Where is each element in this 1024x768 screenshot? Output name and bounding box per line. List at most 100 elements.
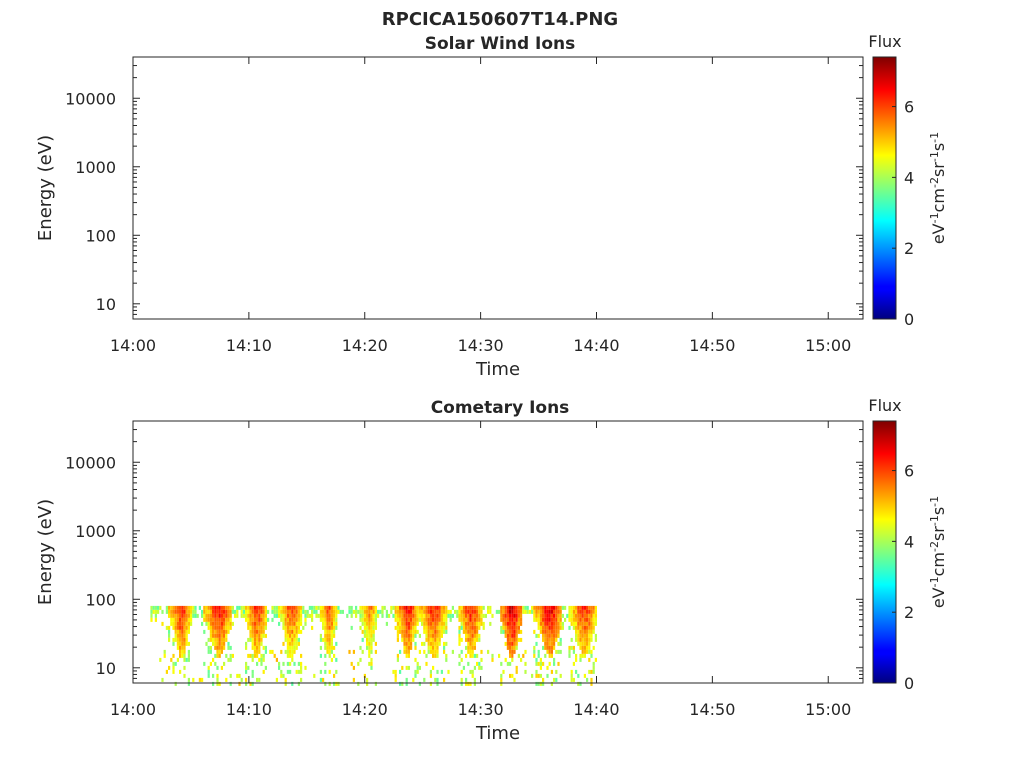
heatmap-cell: [372, 633, 375, 638]
heatmap-cell: [535, 641, 538, 646]
x-tick-label: 15:00: [805, 336, 851, 355]
heatmap-cell: [462, 629, 465, 634]
heatmap-cell: [583, 641, 586, 646]
heatmap-cell: [473, 605, 476, 610]
heatmap-cell: [220, 637, 223, 642]
heatmap-cell: [286, 621, 289, 626]
heatmap-cell: [282, 617, 285, 622]
heatmap-cell: [427, 609, 430, 614]
heatmap-cell: [511, 657, 514, 662]
heatmap-cell: [324, 637, 327, 642]
heatmap-cell: [401, 665, 404, 670]
heatmap-cell: [524, 669, 527, 674]
heatmap-cell: [478, 621, 481, 626]
heatmap-cell: [216, 673, 219, 678]
heatmap-cell: [183, 649, 186, 654]
heatmap-cell: [544, 609, 547, 614]
heatmap-cell: [324, 661, 327, 666]
heatmap-cell: [480, 665, 483, 670]
heatmap-cell: [511, 621, 514, 626]
heatmap-cell: [291, 657, 294, 662]
heatmap-cell: [423, 625, 426, 630]
heatmap-cell: [546, 625, 549, 630]
heatmap-cell: [335, 605, 338, 610]
heatmap-cell: [588, 637, 591, 642]
heatmap-cell: [418, 649, 421, 654]
heatmap-cell: [509, 613, 512, 618]
heatmap-cell: [229, 605, 232, 610]
heatmap-cell: [262, 625, 265, 630]
heatmap-cell: [502, 613, 505, 618]
heatmap-cell: [581, 609, 584, 614]
heatmap-cell: [588, 649, 591, 654]
heatmap-cell: [557, 649, 560, 654]
heatmap-cell: [172, 641, 175, 646]
heatmap-cell: [451, 613, 454, 618]
heatmap-cell: [190, 617, 193, 622]
heatmap-cell: [357, 609, 360, 614]
heatmap-cell: [487, 649, 490, 654]
heatmap-cell: [172, 621, 175, 626]
heatmap-cell: [581, 637, 584, 642]
heatmap-cell: [583, 645, 586, 650]
heatmap-cell: [489, 621, 492, 626]
heatmap-cell: [429, 633, 432, 638]
heatmap-cell: [414, 657, 417, 662]
heatmap-cell: [548, 625, 551, 630]
colorbar-tick-label: 2: [904, 603, 914, 622]
heatmap-cell: [473, 633, 476, 638]
heatmap-cell: [500, 609, 503, 614]
heatmap-cell: [440, 629, 443, 634]
plot-frame: [132, 420, 864, 684]
heatmap-cell: [537, 617, 540, 622]
heatmap-cell: [286, 653, 289, 658]
heatmap-cell: [247, 637, 250, 642]
heatmap-cell: [370, 641, 373, 646]
heatmap-cell: [577, 681, 580, 686]
heatmap-cell: [429, 649, 432, 654]
heatmap-cell: [223, 609, 226, 614]
heatmap-cell: [473, 641, 476, 646]
heatmap-cell: [511, 617, 514, 622]
heatmap-cell: [297, 637, 300, 642]
heatmap-cell: [548, 609, 551, 614]
heatmap-cell: [201, 613, 204, 618]
heatmap-cell: [515, 617, 518, 622]
heatmap-cell: [478, 637, 481, 642]
heatmap-cell: [289, 641, 292, 646]
heatmap-cell: [251, 637, 254, 642]
heatmap-cell: [539, 661, 542, 666]
heatmap-cell: [258, 649, 261, 654]
heatmap-cell: [289, 645, 292, 650]
heatmap-cell: [253, 625, 256, 630]
heatmap-cell: [337, 609, 340, 614]
heatmap-cell: [511, 641, 514, 646]
heatmap-cell: [546, 613, 549, 618]
heatmap-cell: [216, 613, 219, 618]
heatmap-cell: [396, 637, 399, 642]
heatmap-cell: [407, 605, 410, 610]
heatmap-cell: [471, 621, 474, 626]
heatmap-cell: [480, 609, 483, 614]
heatmap-cell: [414, 633, 417, 638]
heatmap-cell: [361, 637, 364, 642]
heatmap-cell: [183, 637, 186, 642]
heatmap-cell: [291, 625, 294, 630]
heatmap-cell: [249, 629, 252, 634]
heatmap-cell: [469, 621, 472, 626]
heatmap-cell: [377, 609, 380, 614]
heatmap-cell: [548, 621, 551, 626]
heatmap-cell: [260, 637, 263, 642]
heatmap-cell: [170, 657, 173, 662]
colorbar: [872, 56, 897, 320]
heatmap-cell: [473, 645, 476, 650]
heatmap-cell: [302, 625, 305, 630]
heatmap-cell: [203, 629, 206, 634]
heatmap-cell: [297, 613, 300, 618]
heatmap-cell: [438, 609, 441, 614]
heatmap-cell: [445, 605, 448, 610]
heatmap-cell: [253, 613, 256, 618]
heatmap-cell: [544, 617, 547, 622]
heatmap-cell: [304, 609, 307, 614]
heatmap-cell: [249, 613, 252, 618]
